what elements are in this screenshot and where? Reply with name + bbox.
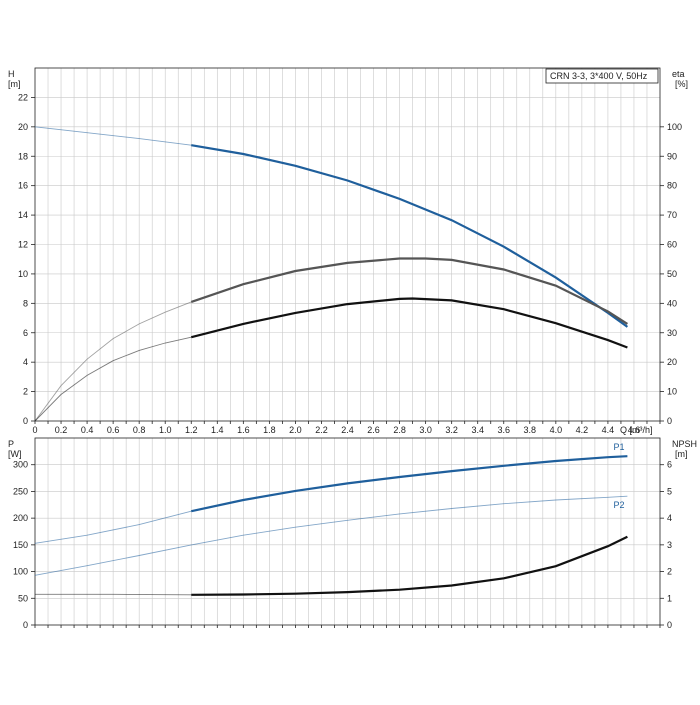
- x-tick-label: 2.4: [341, 425, 354, 435]
- y-left-tick-label: 100: [13, 567, 28, 577]
- y-left-tick-label: 150: [13, 540, 28, 550]
- y-right-tick-label: 20: [667, 357, 677, 367]
- head-efficiency-panel: 0 2 4 6 8 10 12 14 16 18 20 22 0 10 20 30 40 50 60 70 80 90 10…: [8, 67, 688, 435]
- series-0-0-line: [191, 144, 629, 328]
- x-tick-label: 3.4: [471, 425, 484, 435]
- x-tick-label: 3.6: [497, 425, 510, 435]
- series-p1-line: [191, 455, 628, 513]
- y-right-tick-label: 50: [667, 269, 677, 279]
- y-right-tick-label: 5: [667, 486, 672, 496]
- x-tick-label: 0.8: [133, 425, 146, 435]
- x-tick-label: 1.6: [237, 425, 250, 435]
- series-label-p2: P2: [613, 500, 624, 510]
- x-axis-label: Q [m³/h]: [620, 425, 653, 435]
- y-left-tick-label: 50: [18, 593, 28, 603]
- y-right-tick-label: 30: [667, 328, 677, 338]
- y-right-axis-unit: [%]: [675, 79, 688, 89]
- x-tick-label: 1.2: [185, 425, 198, 435]
- y-right-tick-label: 80: [667, 181, 677, 191]
- x-tick-label: 4.2: [576, 425, 589, 435]
- series-p1-thin-line: [34, 510, 192, 544]
- x-tick-label: 2.2: [315, 425, 328, 435]
- y-right-tick-label: 6: [667, 460, 672, 470]
- y-left-tick-label: 16: [18, 181, 28, 191]
- y-right-tick-label: 70: [667, 210, 677, 220]
- y-left-tick-label: 22: [18, 92, 28, 102]
- y-right-tick-label: 40: [667, 298, 677, 308]
- series-0-1-thin-line: [34, 301, 192, 422]
- y-right-tick-label: 90: [667, 151, 677, 161]
- y-right-tick-label: 0: [667, 416, 672, 426]
- y-left-tick-label: 4: [23, 357, 28, 367]
- legend-box-text: CRN 3-3, 3*400 V, 50Hz: [550, 71, 648, 81]
- series-p2-thin-line: [34, 495, 628, 576]
- y-right-tick-label: 100: [667, 122, 682, 132]
- y-right-tick-label: 4: [667, 513, 672, 523]
- legend-box: [545, 68, 659, 84]
- y-right-axis-unit: [m]: [675, 449, 688, 459]
- x-tick-label: 4.4: [602, 425, 615, 435]
- y-left-tick-label: 200: [13, 513, 28, 523]
- y-left-tick-label: 8: [23, 298, 28, 308]
- y-left-tick-label: 0: [23, 620, 28, 630]
- y-right-tick-label: 10: [667, 387, 677, 397]
- y-left-tick-label: 250: [13, 486, 28, 496]
- x-tick-label: 0.6: [107, 425, 120, 435]
- y-right-axis-label: NPSH: [672, 439, 697, 449]
- y-left-axis-unit: [m]: [8, 79, 21, 89]
- y-left-axis-label: P: [8, 439, 14, 449]
- series-0-2-line: [191, 297, 628, 349]
- series-0-2-thin-line: [34, 336, 192, 422]
- x-tick-label: 1.0: [159, 425, 172, 435]
- series-0-0-thin-line: [34, 126, 192, 146]
- x-tick-label: 2.8: [393, 425, 406, 435]
- y-right-tick-label: 1: [667, 593, 672, 603]
- x-tick-label: 3.2: [445, 425, 458, 435]
- x-tick-label: 2.6: [367, 425, 380, 435]
- series-0-1-line: [190, 257, 628, 325]
- y-left-tick-label: 18: [18, 151, 28, 161]
- y-right-tick-label: 60: [667, 240, 677, 250]
- y-left-tick-label: 300: [13, 460, 28, 470]
- x-tick-label: 0.4: [81, 425, 94, 435]
- x-tick-label: 0: [32, 425, 37, 435]
- y-left-tick-label: 12: [18, 240, 28, 250]
- y-left-tick-label: 20: [18, 122, 28, 132]
- y-right-axis-label: eta: [672, 69, 685, 79]
- x-tick-label: 3.0: [419, 425, 432, 435]
- x-tick-label: 4.6: [628, 425, 641, 435]
- y-left-axis-unit: [W]: [8, 449, 22, 459]
- y-left-tick-label: 10: [18, 269, 28, 279]
- x-tick-label: 4.0: [550, 425, 563, 435]
- x-tick-label: 0.2: [55, 425, 68, 435]
- y-left-axis-label: H: [8, 69, 15, 79]
- y-left-tick-label: 2: [23, 387, 28, 397]
- x-tick-label: 1.4: [211, 425, 224, 435]
- y-right-tick-label: 0: [667, 620, 672, 630]
- y-left-tick-label: 0: [23, 416, 28, 426]
- x-tick-label: 3.8: [524, 425, 537, 435]
- y-right-tick-label: 3: [667, 540, 672, 550]
- x-tick-label: 2.0: [289, 425, 302, 435]
- y-left-tick-label: 14: [18, 210, 28, 220]
- series-npsh-line: [191, 535, 628, 596]
- y-right-tick-label: 2: [667, 567, 672, 577]
- series-label-p1: P1: [613, 442, 624, 452]
- power-npsh-panel: 0 50 100 150 200 250 300 0 1 2 3 4 5 6 P[W] NPSH[m] P1 P2: [8, 437, 697, 630]
- y-left-tick-label: 6: [23, 328, 28, 338]
- x-tick-label: 1.8: [263, 425, 276, 435]
- series-npsh-thin-line: [35, 593, 192, 596]
